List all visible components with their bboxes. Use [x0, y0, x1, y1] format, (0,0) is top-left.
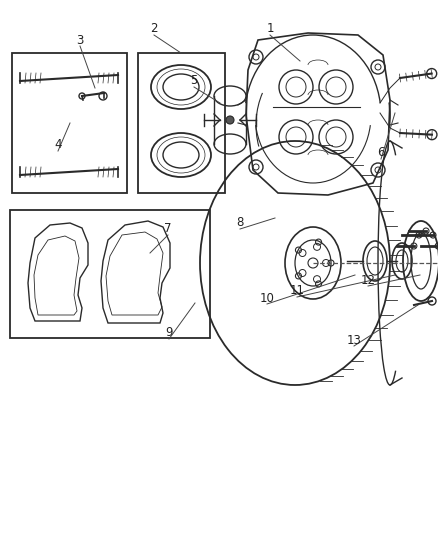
Text: 12: 12 — [360, 273, 375, 287]
Text: 9: 9 — [165, 327, 173, 340]
Text: 6: 6 — [377, 147, 385, 159]
Text: 10: 10 — [260, 292, 275, 304]
Text: 1: 1 — [266, 22, 274, 36]
Text: 4: 4 — [54, 139, 62, 151]
Text: 8: 8 — [237, 216, 244, 230]
Text: 7: 7 — [164, 222, 172, 236]
Bar — [12, 53, 127, 193]
Text: 2: 2 — [150, 22, 158, 36]
Bar — [138, 53, 225, 193]
Text: 5: 5 — [191, 75, 198, 87]
Text: 3: 3 — [76, 34, 84, 46]
Text: 13: 13 — [346, 334, 361, 346]
Text: 11: 11 — [290, 285, 304, 297]
Circle shape — [226, 116, 234, 124]
Bar — [10, 210, 210, 338]
